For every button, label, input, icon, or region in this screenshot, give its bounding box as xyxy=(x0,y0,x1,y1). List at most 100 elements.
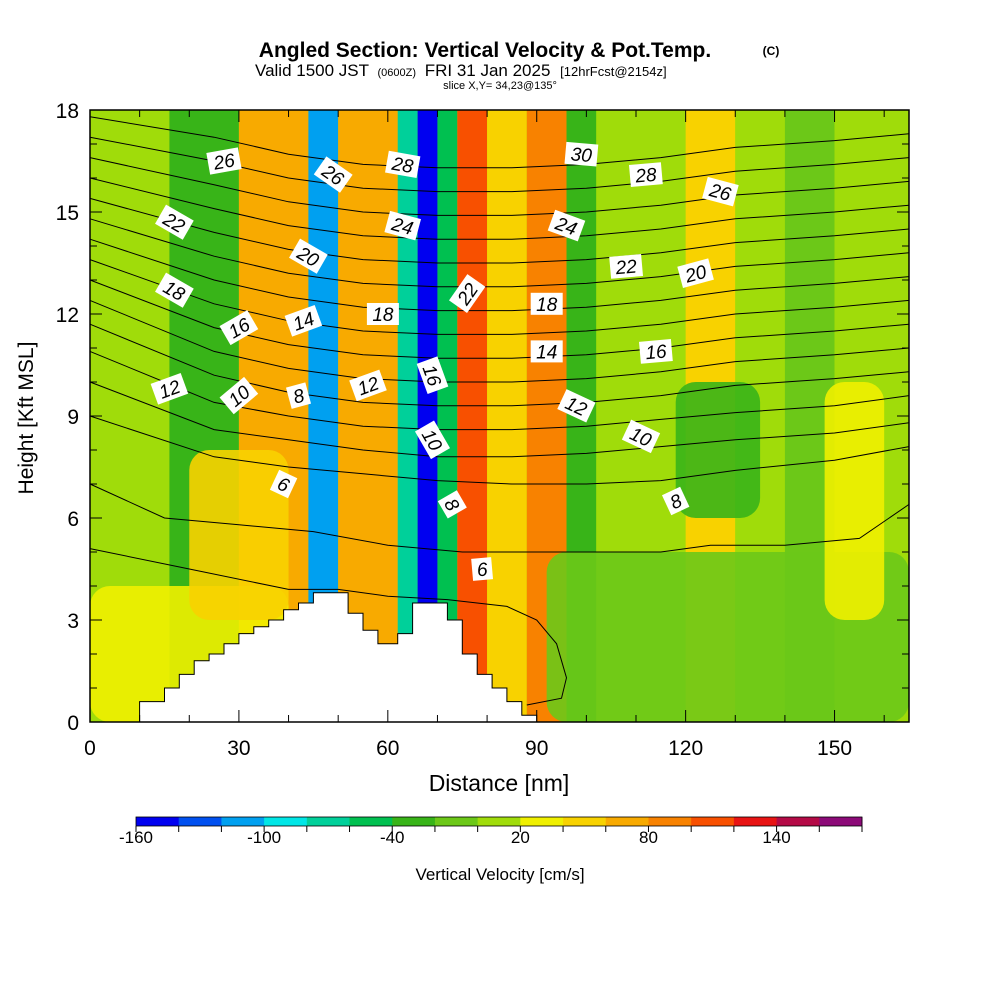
colorbar-swatch xyxy=(136,817,180,826)
contour-label-box xyxy=(437,490,467,519)
y-tick-label: 12 xyxy=(56,304,79,327)
velocity-patch xyxy=(189,450,289,620)
isentrope-line xyxy=(89,197,910,264)
copyright-mark: (C) xyxy=(763,44,780,58)
isentrope-line xyxy=(89,483,910,553)
colorbar-swatch xyxy=(733,817,778,826)
colorbar-tick-label: 140 xyxy=(762,828,790,847)
colorbar-swatch xyxy=(264,817,308,826)
contour-label-text: 28 xyxy=(634,165,658,188)
contour-label-text: 16 xyxy=(645,341,668,364)
contour-label-text: 6 xyxy=(476,560,489,582)
y-tick-label: 15 xyxy=(56,202,79,225)
contour-label: 12 xyxy=(150,372,189,405)
isentrope-line xyxy=(89,116,910,169)
colorbar-tick-label: -160 xyxy=(119,828,153,847)
colorbar-frame xyxy=(135,816,863,827)
colorbar-tick-label: 80 xyxy=(639,828,658,847)
contour-label: 28 xyxy=(385,150,421,179)
contour-label-text: 30 xyxy=(570,144,593,167)
x-tick-label: 30 xyxy=(227,737,250,760)
contour-label-box xyxy=(471,557,494,581)
contour-label-box xyxy=(547,209,586,242)
colorbar-label: Vertical Velocity [cm/s] xyxy=(415,865,584,884)
colorbar-swatch xyxy=(306,817,351,826)
colorbar-swatch xyxy=(691,817,735,826)
isentrope-line xyxy=(89,323,910,407)
contour-label-text: 26 xyxy=(211,150,237,175)
contour-label-box xyxy=(155,272,194,308)
contour-label-box xyxy=(629,162,663,187)
contour-label-box xyxy=(564,141,599,167)
isentrope-line xyxy=(89,415,910,485)
y-axis: 0 3 6 9 12 15 18 xyxy=(56,100,909,735)
velocity-column xyxy=(487,110,527,722)
contour-label: 12 xyxy=(349,369,387,402)
contour-label: 6 xyxy=(269,469,298,499)
contour-label-box xyxy=(385,150,421,179)
x-tick-label: 150 xyxy=(817,737,852,760)
contour-label: 14 xyxy=(530,340,563,363)
contour-label-box xyxy=(150,372,189,405)
contour-label: 28 xyxy=(629,162,663,188)
x-axis-label: Distance [nm] xyxy=(429,770,570,796)
y-axis-label: Height [Kft MSL] xyxy=(15,342,38,495)
colorbar: -160 -100 -40 20 80 140 xyxy=(119,816,863,847)
contour-label-box xyxy=(155,204,194,240)
contour-label-text: 28 xyxy=(389,154,415,179)
x-tick-label: 120 xyxy=(668,737,703,760)
terrain-profile xyxy=(90,592,538,723)
contour-label: 8 xyxy=(661,486,690,516)
x-tick-label: 90 xyxy=(525,737,548,760)
contour-label: 6 xyxy=(471,557,494,582)
contour-label-box xyxy=(206,147,242,175)
contour-label-box xyxy=(289,238,328,274)
contour-label: 18 xyxy=(366,303,399,326)
x-tick-label: 0 xyxy=(84,737,96,760)
colorbar-tick-label: -100 xyxy=(247,828,281,847)
terrain-mask xyxy=(90,592,538,723)
contour-label-box xyxy=(557,389,596,423)
isentrope-line xyxy=(89,177,910,240)
y-tick-label: 9 xyxy=(67,406,79,429)
contour-label-text: 18 xyxy=(536,295,558,316)
x-axis: 0 30 60 90 120 150 xyxy=(84,110,885,760)
colorbar-swatch xyxy=(349,817,393,826)
colorbar-tick-label: -40 xyxy=(380,828,405,847)
contour-label-box xyxy=(661,486,690,516)
contour-label-box xyxy=(530,292,563,315)
colorbar-swatch xyxy=(221,817,265,826)
contour-label: 30 xyxy=(564,141,599,167)
contour-label-box xyxy=(416,356,449,394)
isentrope-line xyxy=(89,381,910,458)
contour-label: 26 xyxy=(206,147,242,175)
colorbar-swatch xyxy=(178,817,222,826)
colorbar-swatch xyxy=(434,817,479,826)
contour-label-text: 18 xyxy=(372,305,394,326)
velocity-patch xyxy=(824,382,885,620)
contour-label: 16 xyxy=(416,356,449,394)
contour-label-box xyxy=(609,254,643,279)
contour-label: 8 xyxy=(437,490,467,519)
contour-label-box xyxy=(677,258,714,288)
colorbar-swatch xyxy=(605,817,649,826)
velocity-patch xyxy=(546,552,909,722)
slice-info: slice X,Y= 34,23@135° xyxy=(443,80,557,92)
contour-label: 10 xyxy=(414,420,451,460)
contour-label-box xyxy=(530,340,563,363)
contour-label: 8 xyxy=(285,382,312,409)
contour-label-box xyxy=(366,303,399,325)
velocity-field xyxy=(90,110,909,722)
contour-label-box xyxy=(414,420,451,460)
contour-label-box xyxy=(384,210,422,241)
y-tick-label: 0 xyxy=(67,712,79,735)
colorbar-swatch xyxy=(648,817,692,826)
contour-label-box xyxy=(702,176,739,207)
isentrope-line xyxy=(89,157,910,216)
contour-label-box xyxy=(285,382,312,409)
contour-label-box xyxy=(269,469,298,499)
isentrope-line xyxy=(89,238,910,312)
y-tick-label: 18 xyxy=(56,100,79,123)
